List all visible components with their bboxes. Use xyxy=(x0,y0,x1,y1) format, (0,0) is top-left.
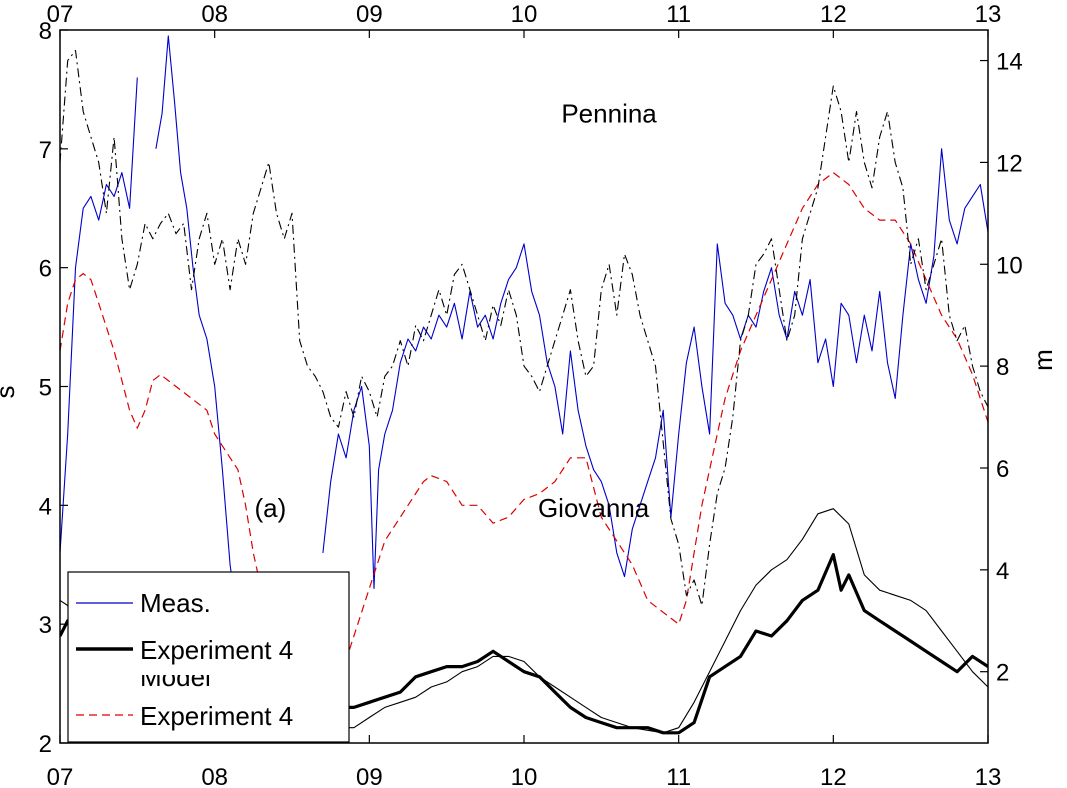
y-tick-label-left-3: 3 xyxy=(39,612,52,639)
y-axis-label-right: m xyxy=(1028,349,1058,371)
x-tick-label-bottom-08: 08 xyxy=(201,764,228,788)
series-line-pennina-4-0 xyxy=(60,49,988,607)
y-tick-label-right-2: 2 xyxy=(996,660,1009,687)
y-tick-label-left-7: 7 xyxy=(39,137,52,164)
y-tick-label-left-8: 8 xyxy=(39,18,52,45)
x-tick-label-top-13: 13 xyxy=(975,1,1002,28)
x-tick-label-bottom-12: 12 xyxy=(820,764,847,788)
x-tick-label-top-08: 08 xyxy=(201,1,228,28)
series-line-experiment-4-3-0 xyxy=(60,172,988,697)
y-tick-label-right-10: 10 xyxy=(996,252,1023,279)
y-tick-label-left-2: 2 xyxy=(39,731,52,758)
series-line-meas--0-1 xyxy=(155,35,247,660)
x-tick-label-top-10: 10 xyxy=(511,1,538,28)
x-tick-label-bottom-11: 11 xyxy=(666,764,691,788)
legend-box xyxy=(67,571,350,743)
x-tick-label-top-11: 11 xyxy=(666,1,691,28)
y-tick-label-right-6: 6 xyxy=(996,456,1009,483)
y-axis-label-left: s xyxy=(0,386,20,399)
annotation-layer: Pennina Giovanna (a) xyxy=(254,99,657,524)
legend-label-experiment-4-red: Experiment 4 xyxy=(140,701,293,731)
series-line-meas--0-0 xyxy=(60,77,138,553)
x-tick-label-bottom-13: 13 xyxy=(975,764,1002,788)
annotation-a: (a) xyxy=(254,493,286,523)
x-tick-label-top-12: 12 xyxy=(820,1,847,28)
legend-label-experiment-4-black: Experiment 4 xyxy=(140,635,293,665)
y-tick-label-right-12: 12 xyxy=(996,150,1023,177)
legend-label-meas: Meas. xyxy=(140,588,211,618)
legend: Meas. Experiment 4 Model Experiment 4 xyxy=(67,571,350,743)
x-tick-label-top-07: 07 xyxy=(47,1,74,28)
annotation-pennina: Pennina xyxy=(561,99,657,129)
x-tick-label-top-09: 09 xyxy=(356,1,383,28)
y-tick-label-right-4: 4 xyxy=(996,558,1009,585)
y-tick-label-left-4: 4 xyxy=(39,493,52,520)
y-tick-label-right-8: 8 xyxy=(996,354,1009,381)
y-tick-label-right-14: 14 xyxy=(996,49,1023,76)
tick-layer: 07 07 08 08 09 09 10 10 11 11 12 12 13 13 2 3 4 5 6 7 8 2 4 6 8 1… xyxy=(39,1,1023,788)
y-tick-label-left-6: 6 xyxy=(39,256,52,283)
annotation-giovanna: Giovanna xyxy=(538,493,650,523)
series-line-meas--0-2 xyxy=(322,148,988,590)
legend-label-model-partial: Model xyxy=(140,662,211,692)
x-tick-label-bottom-07: 07 xyxy=(47,764,74,788)
x-tick-label-bottom-09: 09 xyxy=(356,764,383,788)
x-tick-label-bottom-10: 10 xyxy=(511,764,538,788)
y-tick-label-left-5: 5 xyxy=(39,375,52,402)
